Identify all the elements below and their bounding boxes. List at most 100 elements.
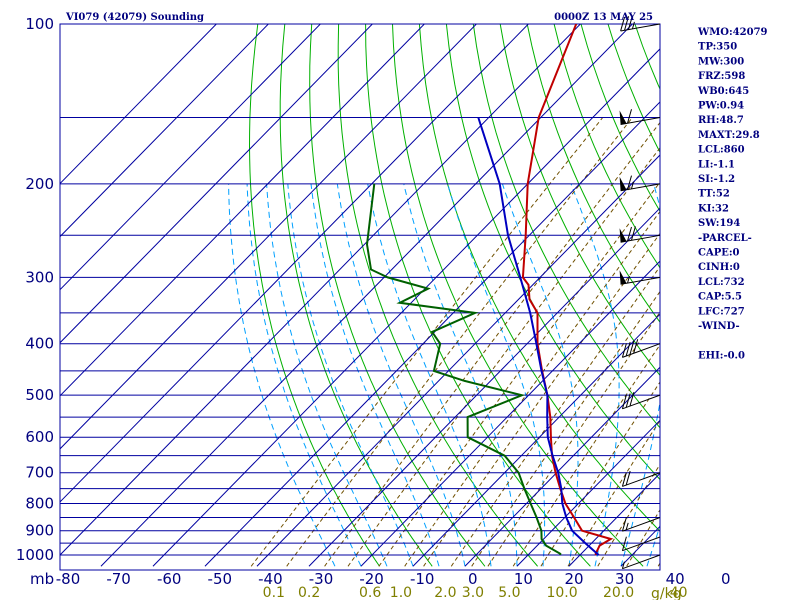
sounding-index: LFC:727 bbox=[698, 306, 745, 317]
sounding-index: TT:52 bbox=[698, 189, 730, 200]
moist-adiabat bbox=[646, 523, 660, 567]
pressure-tick-label: 900 bbox=[25, 522, 54, 540]
adiabat-background bbox=[60, 0, 800, 567]
isotherm bbox=[60, 24, 582, 556]
isotherm bbox=[100, 24, 634, 567]
moist-adiabat bbox=[403, 183, 518, 567]
wind-barb bbox=[619, 226, 661, 243]
sounding-index: TP:350 bbox=[698, 42, 737, 53]
wind-barb bbox=[619, 175, 661, 192]
sounding-index: CINH:0 bbox=[698, 262, 740, 273]
pressure-tick-label: 500 bbox=[25, 386, 54, 404]
isotherm bbox=[412, 313, 660, 567]
moist-adiabat bbox=[367, 183, 492, 567]
temperature-tick-label: -30 bbox=[309, 570, 334, 588]
dry-adiabat bbox=[758, 0, 800, 566]
sounding-index: -PARCEL- bbox=[698, 233, 752, 244]
wind-barb bbox=[619, 109, 661, 125]
wind-barb bbox=[620, 15, 661, 32]
sounding-index: WMO:42079 bbox=[697, 27, 768, 38]
pressure-tick-label: 300 bbox=[25, 268, 54, 286]
mixing-ratio-tick-label: 2.0 bbox=[434, 585, 456, 600]
sounding-index: -WIND- bbox=[698, 321, 740, 332]
mixing-ratio-line bbox=[404, 210, 660, 567]
moist-adiabat bbox=[246, 183, 362, 567]
moist-adiabat bbox=[447, 183, 546, 567]
temperature-tick-label: -50 bbox=[208, 570, 233, 588]
wind-barb bbox=[621, 517, 661, 532]
temperature-axis-labels: -80 -70 -60 -50 -40 -30 -20 -10 0 10 20 30 40 0 bbox=[56, 570, 731, 588]
wind-barb bbox=[621, 391, 661, 410]
pressure-tick-label: 1000 bbox=[16, 546, 54, 564]
mixing-ratio-line bbox=[487, 311, 660, 567]
dry-adiabat bbox=[580, 24, 660, 213]
isotherm bbox=[60, 24, 530, 503]
temperature-tick-label: 20 bbox=[564, 570, 583, 588]
mixing-ratio-tick-label: 40 bbox=[670, 585, 688, 600]
temperature-tick-label: 0 bbox=[721, 570, 731, 588]
valid-time: 0000Z 13 MAY 25 bbox=[554, 12, 653, 23]
temperature-tick-label: -60 bbox=[157, 570, 182, 588]
isotherm bbox=[516, 419, 660, 567]
moist-adiabat bbox=[336, 183, 466, 567]
plot-frame bbox=[59, 23, 661, 571]
isotherm bbox=[60, 24, 218, 185]
sounding-index: SW:194 bbox=[698, 218, 740, 229]
wind-barb bbox=[619, 270, 661, 285]
moist-adiabat bbox=[228, 183, 336, 567]
sounding-index: CAPE:0 bbox=[698, 248, 740, 259]
sounding-index: LCL:860 bbox=[698, 145, 745, 156]
moist-adiabat bbox=[287, 183, 414, 567]
sounding-index: FRZ:598 bbox=[698, 71, 745, 82]
sounding-index: PW:0.94 bbox=[698, 101, 744, 112]
sounding-indices-panel: WMO:42079 TP:350 MW:300 FRZ:598 WB0:645 PW:0.… bbox=[697, 27, 768, 361]
mixing-ratio-labels: 0.1 0.2 0.6 1.0 2.0 3.0 5.0 10.0 20.0 40 bbox=[263, 585, 688, 600]
isotherm bbox=[152, 48, 660, 567]
temperature-tick-label: 10 bbox=[514, 570, 533, 588]
mixing-ratio-tick-label: 10.0 bbox=[546, 585, 577, 600]
mixing-ratio-tick-label: 20.0 bbox=[603, 585, 634, 600]
sounding-index: LI:-1.1 bbox=[698, 159, 735, 170]
isotherm bbox=[60, 24, 426, 397]
temperature-tick-label: 0 bbox=[468, 570, 478, 588]
pressure-tick-label: 400 bbox=[25, 335, 54, 353]
sounding-index: SI:-1.2 bbox=[698, 174, 735, 185]
temperature-tick-label: -20 bbox=[359, 570, 384, 588]
isotherm bbox=[60, 24, 270, 238]
temperature-tick-label: -80 bbox=[56, 570, 81, 588]
pressure-tick-label: 600 bbox=[25, 428, 54, 446]
sounding-profiles bbox=[365, 24, 614, 556]
mixing-ratio-tick-label: 0.1 bbox=[263, 585, 285, 600]
isotherm bbox=[60, 24, 478, 450]
temperature-tick-label: -40 bbox=[258, 570, 283, 588]
pressure-tick-label: 700 bbox=[25, 464, 54, 482]
pressure-axis-labels: 100 200 300 400 500 600 700 800 900 1000 bbox=[16, 15, 54, 564]
dry-adiabat bbox=[526, 24, 660, 323]
mixing-ratio-tick-label: 0.2 bbox=[298, 585, 320, 600]
temperature-tick-label: 30 bbox=[615, 570, 634, 588]
temperature-tick-label: -10 bbox=[410, 570, 435, 588]
moist-adiabat bbox=[266, 183, 388, 567]
temperature-tick-label: -70 bbox=[106, 570, 131, 588]
mixing-ratio-tick-label: 5.0 bbox=[498, 585, 520, 600]
isotherm bbox=[60, 24, 322, 291]
isotherm bbox=[308, 207, 660, 567]
sounding-index: KI:32 bbox=[698, 203, 729, 214]
sounding-index: EHI:-0.0 bbox=[698, 350, 745, 361]
isotherm bbox=[464, 366, 660, 567]
sounding-index: RH:48.7 bbox=[698, 115, 744, 126]
mixing-unit-label: g/kg bbox=[651, 586, 682, 600]
wind-barb bbox=[621, 470, 661, 487]
moist-adiabat bbox=[570, 183, 620, 567]
sounding-index: LCL:732 bbox=[698, 277, 745, 288]
isotherm bbox=[204, 101, 660, 567]
sounding-index: WB0:645 bbox=[697, 86, 749, 97]
moist-adiabat bbox=[310, 183, 440, 567]
wind-barb bbox=[621, 339, 661, 358]
isotherm bbox=[60, 24, 374, 344]
isotherm bbox=[568, 472, 660, 567]
parcel-profile bbox=[477, 117, 600, 556]
sounding-index: CAP:5.5 bbox=[698, 292, 742, 303]
wind-barb bbox=[621, 536, 661, 552]
